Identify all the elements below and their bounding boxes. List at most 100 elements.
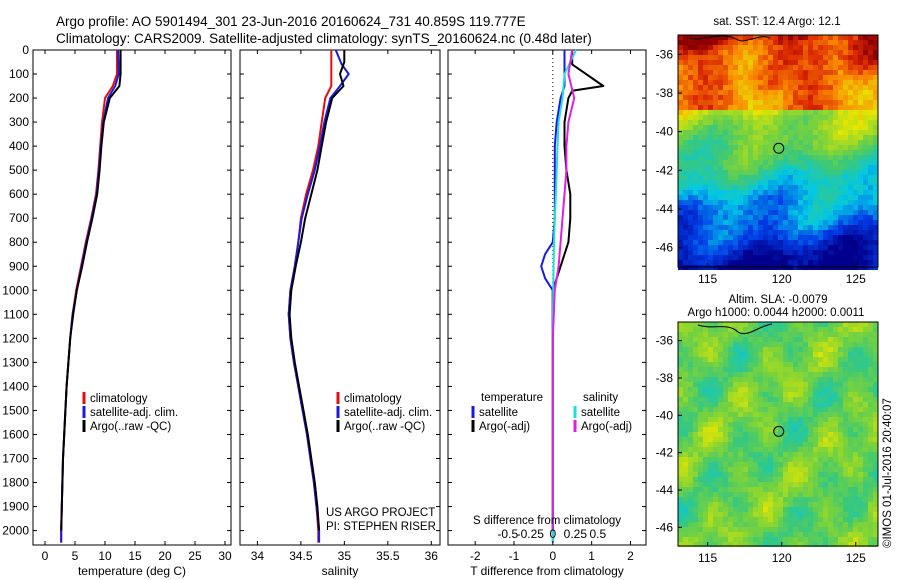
map-cell xyxy=(683,120,688,125)
map-cell xyxy=(818,387,823,392)
map-cell xyxy=(688,235,693,240)
map-cell xyxy=(833,337,838,342)
map-cell xyxy=(753,467,758,472)
map-cell xyxy=(723,452,728,457)
map-cell xyxy=(708,507,713,512)
map-cell xyxy=(848,105,853,110)
map-cell xyxy=(838,507,843,512)
map-cell xyxy=(808,537,813,542)
map-cell xyxy=(833,120,838,125)
map-cell xyxy=(798,65,803,70)
map-cell xyxy=(758,407,763,412)
map-cell xyxy=(723,537,728,542)
map-cell xyxy=(823,502,828,507)
map-cell xyxy=(738,527,743,532)
map-cell xyxy=(743,322,748,327)
map-cell xyxy=(873,327,878,332)
map-cell xyxy=(698,512,703,517)
map-cell xyxy=(698,125,703,130)
map-cell xyxy=(788,250,793,255)
map-cell xyxy=(683,80,688,85)
map-cell xyxy=(803,235,808,240)
map-cell xyxy=(738,255,743,260)
map-cell xyxy=(763,452,768,457)
map-cell xyxy=(858,95,863,100)
map-cell xyxy=(863,507,868,512)
map-cell xyxy=(728,115,733,120)
map-cell xyxy=(803,215,808,220)
map-cell xyxy=(873,190,878,195)
map-cell xyxy=(843,135,848,140)
y-tick-label: 1900 xyxy=(2,500,29,514)
map-cell xyxy=(743,497,748,502)
map-cell xyxy=(748,472,753,477)
map-cell xyxy=(803,467,808,472)
map-cell xyxy=(723,200,728,205)
map-cell xyxy=(768,437,773,442)
map-cell xyxy=(778,332,783,337)
map-cell xyxy=(718,245,723,250)
map-cell xyxy=(768,387,773,392)
map-cell xyxy=(678,155,683,160)
map-cell xyxy=(758,387,763,392)
map-cell xyxy=(708,387,713,392)
map-cell xyxy=(728,497,733,502)
map-cell xyxy=(803,487,808,492)
map-cell xyxy=(718,407,723,412)
map-cell xyxy=(818,90,823,95)
map-cell xyxy=(688,135,693,140)
map-cell xyxy=(738,185,743,190)
map-cell xyxy=(763,210,768,215)
map-cell xyxy=(758,260,763,265)
map-cell xyxy=(868,210,873,215)
map-cell xyxy=(748,322,753,327)
map-cell xyxy=(838,110,843,115)
map-cell xyxy=(843,60,848,65)
map-cell xyxy=(833,225,838,230)
map-cell xyxy=(728,105,733,110)
map-cell xyxy=(788,442,793,447)
map-cell xyxy=(753,497,758,502)
map-cell xyxy=(753,195,758,200)
map-cell xyxy=(868,387,873,392)
map-cell xyxy=(788,110,793,115)
map-cell xyxy=(738,135,743,140)
map-cell xyxy=(753,180,758,185)
map-cell xyxy=(858,442,863,447)
map-cell xyxy=(698,35,703,40)
map-cell xyxy=(718,362,723,367)
map-cell xyxy=(738,95,743,100)
map-cell xyxy=(813,342,818,347)
map-cell xyxy=(778,497,783,502)
map-cell xyxy=(773,517,778,522)
map-cell xyxy=(828,352,833,357)
map-cell xyxy=(803,492,808,497)
map-cell xyxy=(748,115,753,120)
map-cell xyxy=(738,140,743,145)
map-cell xyxy=(718,482,723,487)
map-cell xyxy=(793,250,798,255)
map-cell xyxy=(693,352,698,357)
map-cell xyxy=(783,260,788,265)
map-cell xyxy=(818,255,823,260)
map-cell xyxy=(818,55,823,60)
map-cell xyxy=(693,427,698,432)
map-cell xyxy=(863,215,868,220)
map-cell xyxy=(818,447,823,452)
map-cell xyxy=(793,185,798,190)
map-cell xyxy=(843,200,848,205)
map-cell xyxy=(818,50,823,55)
map-cell xyxy=(758,412,763,417)
map-cell xyxy=(848,110,853,115)
map-cell xyxy=(683,155,688,160)
map-cell xyxy=(698,482,703,487)
map-cell xyxy=(708,407,713,412)
map-cell xyxy=(818,205,823,210)
map-cell xyxy=(848,65,853,70)
map-cell xyxy=(843,205,848,210)
map-cell xyxy=(768,462,773,467)
map-cell xyxy=(748,50,753,55)
map-cell xyxy=(758,245,763,250)
map-cell xyxy=(833,377,838,382)
map-cell xyxy=(828,110,833,115)
